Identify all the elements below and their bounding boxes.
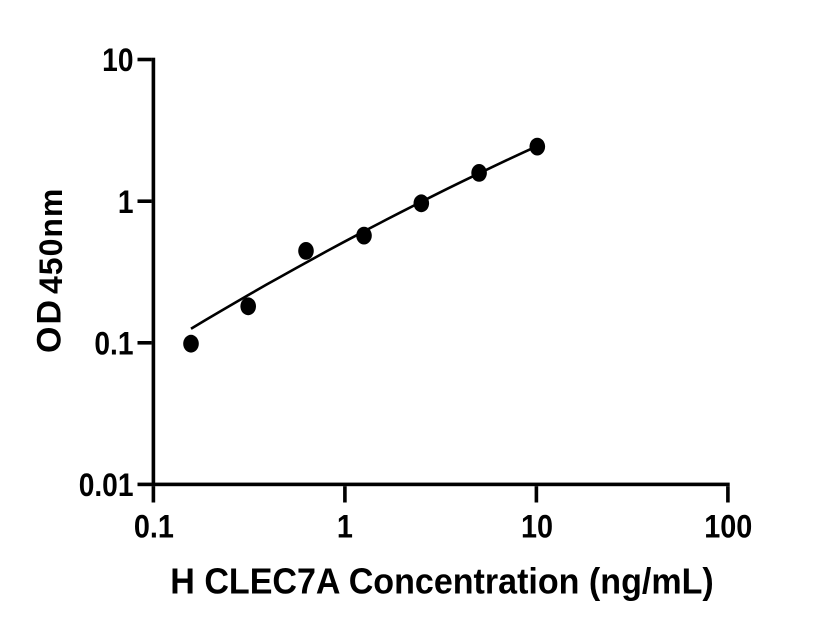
svg-text:0.1: 0.1 xyxy=(94,327,133,362)
svg-text:10: 10 xyxy=(102,43,133,78)
svg-text:100: 100 xyxy=(704,509,752,545)
svg-text:1: 1 xyxy=(337,509,353,545)
svg-text:10: 10 xyxy=(521,509,553,545)
svg-text:H CLEC7A Concentration (ng/mL): H CLEC7A Concentration (ng/mL) xyxy=(170,561,713,601)
svg-text:1: 1 xyxy=(118,185,134,220)
svg-text:0.1: 0.1 xyxy=(134,509,174,545)
svg-text:0.01: 0.01 xyxy=(79,468,134,503)
svg-text:450nm: 450nm xyxy=(33,188,69,294)
svg-text:OD: OD xyxy=(31,298,69,353)
